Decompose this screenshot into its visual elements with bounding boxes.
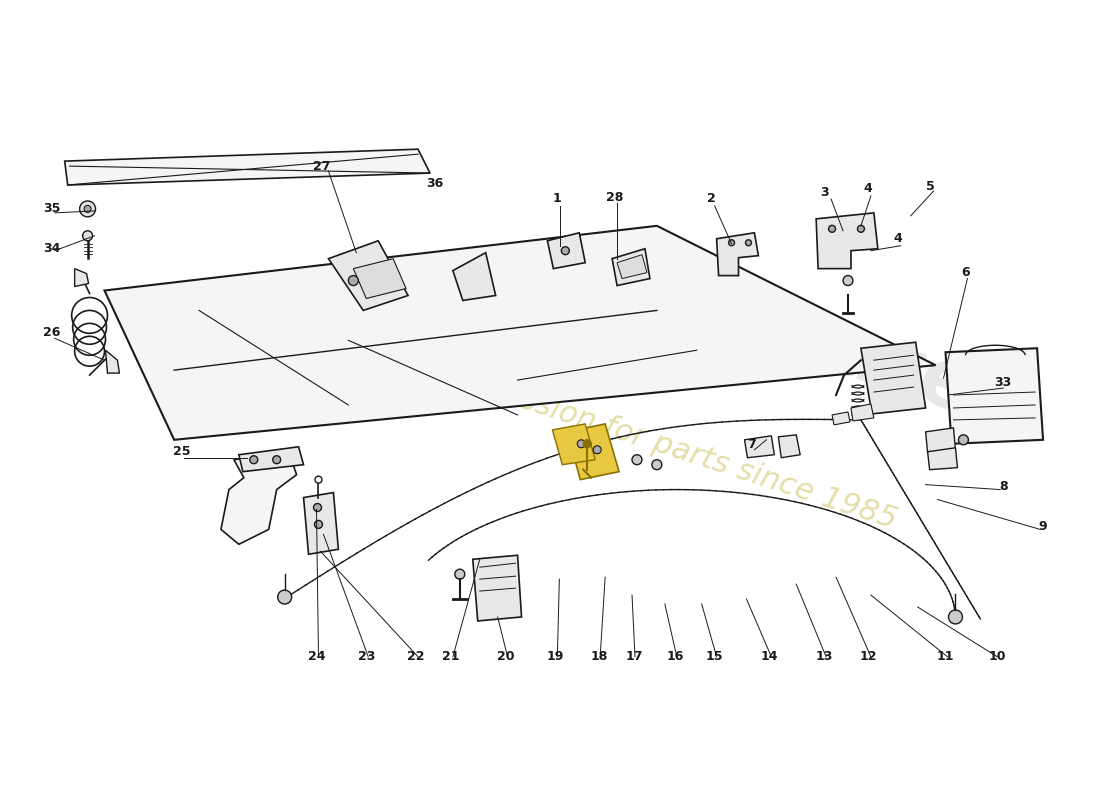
Polygon shape	[75, 269, 89, 286]
Polygon shape	[552, 424, 595, 465]
Text: 1: 1	[553, 193, 562, 206]
Polygon shape	[568, 424, 619, 480]
Polygon shape	[861, 342, 925, 414]
Circle shape	[561, 246, 570, 254]
Text: 13: 13	[815, 650, 833, 663]
Text: 20: 20	[497, 650, 515, 663]
Text: 10: 10	[989, 650, 1006, 663]
Text: 19: 19	[547, 650, 564, 663]
Text: 11: 11	[937, 650, 955, 663]
Text: eurospares: eurospares	[522, 214, 1031, 446]
Circle shape	[583, 440, 591, 448]
Text: 34: 34	[43, 242, 60, 255]
Text: 17: 17	[625, 650, 642, 663]
Polygon shape	[779, 435, 800, 458]
Text: 16: 16	[667, 650, 683, 663]
Polygon shape	[239, 446, 304, 472]
Circle shape	[857, 226, 865, 232]
Text: 36: 36	[427, 177, 443, 190]
Polygon shape	[946, 348, 1043, 444]
Circle shape	[82, 231, 92, 241]
Circle shape	[84, 206, 91, 212]
Polygon shape	[453, 253, 496, 301]
Polygon shape	[104, 226, 936, 440]
Text: 25: 25	[174, 446, 191, 458]
Circle shape	[652, 460, 662, 470]
Text: a passion for parts since 1985: a passion for parts since 1985	[453, 365, 901, 534]
Text: 35: 35	[43, 202, 60, 215]
Circle shape	[578, 440, 585, 448]
Text: 22: 22	[407, 650, 425, 663]
Text: 23: 23	[358, 650, 375, 663]
Circle shape	[315, 521, 322, 528]
Polygon shape	[925, 428, 956, 453]
Polygon shape	[329, 241, 408, 310]
Circle shape	[632, 454, 642, 465]
Text: 15: 15	[706, 650, 724, 663]
Text: 2: 2	[707, 193, 716, 206]
Text: 27: 27	[312, 160, 330, 173]
Polygon shape	[832, 412, 850, 425]
Polygon shape	[927, 448, 957, 470]
Text: 12: 12	[859, 650, 877, 663]
Circle shape	[349, 275, 359, 286]
Text: 33: 33	[994, 375, 1012, 389]
Polygon shape	[65, 149, 430, 185]
Circle shape	[728, 240, 735, 246]
Circle shape	[948, 610, 962, 624]
Circle shape	[79, 201, 96, 217]
Text: 21: 21	[442, 650, 460, 663]
Circle shape	[250, 456, 257, 464]
Text: 18: 18	[591, 650, 608, 663]
Text: 28: 28	[606, 191, 624, 205]
Circle shape	[273, 456, 280, 464]
Circle shape	[314, 503, 321, 511]
Text: 5: 5	[926, 179, 935, 193]
Polygon shape	[304, 493, 339, 554]
Polygon shape	[353, 258, 406, 298]
Text: 9: 9	[1038, 520, 1047, 533]
Circle shape	[277, 590, 292, 604]
Circle shape	[828, 226, 836, 232]
Text: 8: 8	[999, 480, 1008, 493]
Polygon shape	[473, 555, 521, 621]
Circle shape	[593, 446, 602, 454]
Polygon shape	[816, 213, 878, 269]
Polygon shape	[617, 254, 647, 278]
Circle shape	[454, 569, 465, 579]
Circle shape	[958, 435, 968, 445]
Text: 4: 4	[893, 232, 902, 246]
Text: 4: 4	[864, 182, 872, 195]
Polygon shape	[221, 452, 297, 544]
Text: 6: 6	[961, 266, 970, 279]
Circle shape	[746, 240, 751, 246]
Text: 24: 24	[308, 650, 326, 663]
Polygon shape	[745, 436, 774, 458]
Polygon shape	[716, 233, 758, 275]
Circle shape	[843, 275, 852, 286]
Text: 26: 26	[43, 326, 60, 339]
Polygon shape	[612, 249, 650, 286]
Text: 14: 14	[760, 650, 778, 663]
Polygon shape	[106, 350, 120, 373]
Text: 3: 3	[820, 186, 828, 199]
Text: 7: 7	[747, 438, 756, 451]
Polygon shape	[851, 404, 873, 421]
Polygon shape	[548, 233, 585, 269]
